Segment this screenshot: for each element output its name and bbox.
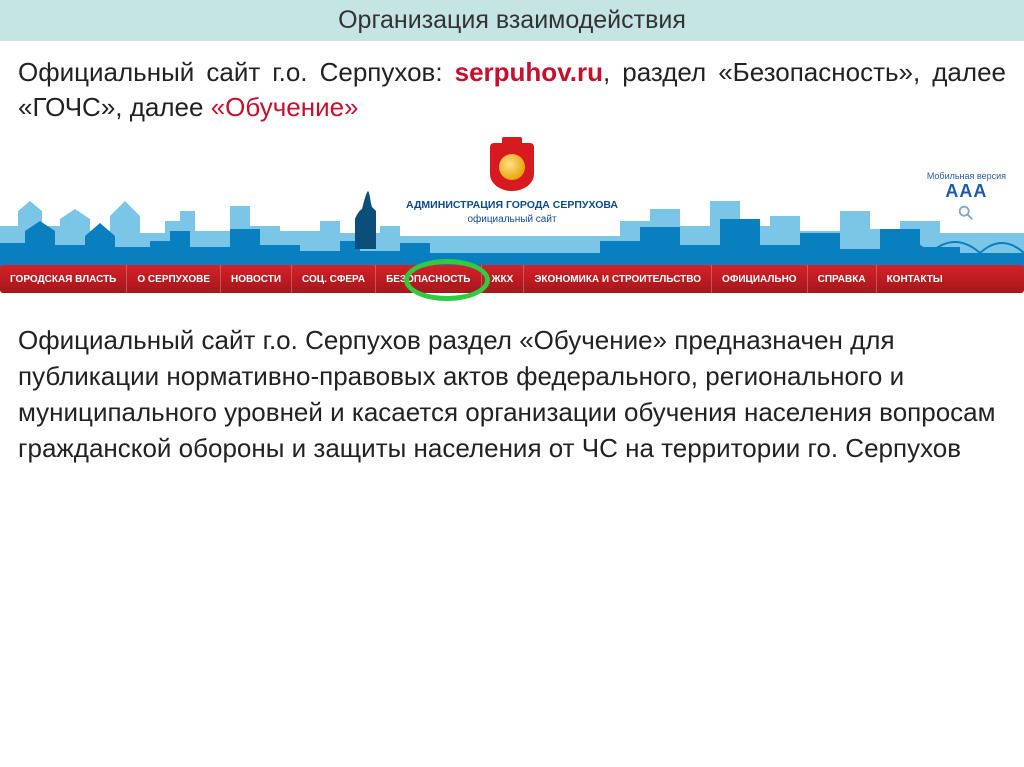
banner-subtitle: официальный сайт: [406, 213, 618, 226]
mobile-version-badge[interactable]: Мобильная версия ААА: [927, 171, 1006, 227]
banner-title-block: АДМИНИСТРАЦИЯ ГОРОДА СЕРПУХОВА официальн…: [406, 199, 618, 226]
slide-title: Организация взаимодействия: [0, 0, 1024, 41]
body-paragraph: Официальный сайт г.о. Серпухов раздел «О…: [0, 293, 1024, 467]
nav-item-7[interactable]: ОФИЦИАЛЬНО: [712, 265, 808, 293]
intro-paragraph: Официальный сайт г.о. Серпухов: serpuhov…: [0, 41, 1024, 133]
city-emblem: [490, 143, 534, 195]
search-icon[interactable]: [957, 204, 975, 222]
nav-item-9[interactable]: КОНТАКТЫ: [877, 265, 953, 293]
site-banner: АДМИНИСТРАЦИЯ ГОРОДА СЕРПУХОВА официальн…: [0, 143, 1024, 293]
intro-text-1: Официальный сайт г.о. Серпухов:: [18, 57, 455, 87]
main-navbar: ГОРОДСКАЯ ВЛАСТЬО СЕРПУХОВЕНОВОСТИСОЦ. С…: [0, 265, 1024, 293]
nav-item-3[interactable]: СОЦ. СФЕРА: [292, 265, 376, 293]
intro-url: serpuhov.ru: [455, 57, 603, 87]
banner-title: АДМИНИСТРАЦИЯ ГОРОДА СЕРПУХОВА: [406, 199, 618, 213]
nav-item-8[interactable]: СПРАВКА: [808, 265, 877, 293]
mobile-label: Мобильная версия: [927, 171, 1006, 181]
nav-item-5[interactable]: ЖКХ: [482, 265, 525, 293]
nav-item-1[interactable]: О СЕРПУХОВЕ: [127, 265, 221, 293]
nav-item-4[interactable]: БЕЗОПАСНОСТЬ: [376, 265, 481, 293]
nav-item-2[interactable]: НОВОСТИ: [221, 265, 292, 293]
intro-text-3: «Обучение»: [211, 92, 359, 122]
nav-item-0[interactable]: ГОРОДСКАЯ ВЛАСТЬ: [0, 265, 127, 293]
mobile-aaa: ААА: [927, 181, 1006, 202]
nav-item-6[interactable]: ЭКОНОМИКА И СТРОИТЕЛЬСТВО: [524, 265, 712, 293]
